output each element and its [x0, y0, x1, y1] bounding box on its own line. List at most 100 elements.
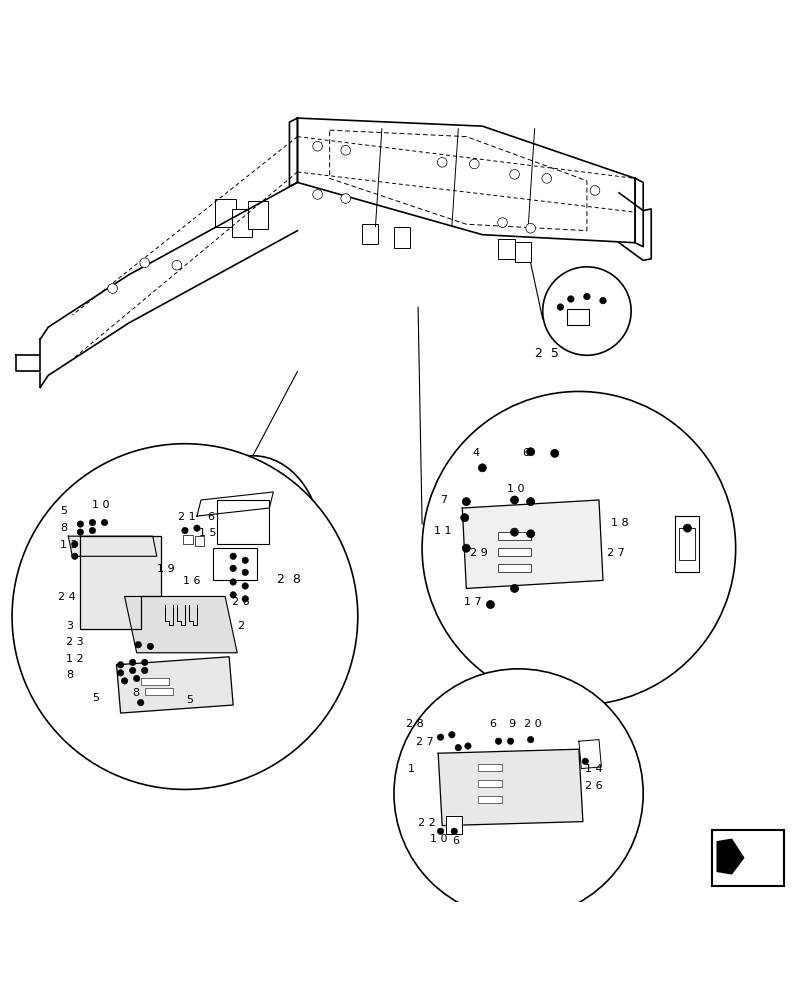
Circle shape	[422, 391, 735, 705]
Text: 2 6: 2 6	[585, 781, 602, 791]
Text: 2 3: 2 3	[66, 637, 84, 647]
Text: 6: 6	[452, 836, 459, 846]
Circle shape	[526, 448, 534, 456]
Bar	[478, 764, 502, 771]
Circle shape	[507, 738, 513, 744]
Bar	[498, 564, 530, 572]
Circle shape	[454, 744, 461, 751]
Bar	[213, 548, 257, 580]
Circle shape	[101, 519, 108, 526]
Circle shape	[137, 699, 144, 706]
Bar	[145, 688, 173, 695]
Bar	[478, 780, 502, 787]
Circle shape	[340, 145, 350, 155]
Circle shape	[462, 544, 470, 552]
Text: 2 8: 2 8	[406, 719, 423, 729]
Text: 4: 4	[472, 448, 479, 458]
Text: 2 6: 2 6	[231, 597, 249, 607]
Circle shape	[510, 584, 518, 592]
Circle shape	[542, 267, 630, 355]
Circle shape	[121, 678, 128, 684]
Text: 7: 7	[440, 495, 447, 505]
Circle shape	[478, 464, 486, 472]
Text: 1 8: 1 8	[610, 518, 628, 528]
Bar	[498, 548, 530, 556]
Bar	[478, 796, 502, 803]
Text: 6: 6	[488, 719, 495, 729]
Circle shape	[141, 667, 148, 674]
Text: 5: 5	[92, 693, 100, 703]
Bar	[141, 678, 169, 685]
Circle shape	[133, 675, 140, 682]
Text: 2 1: 2 1	[178, 512, 196, 522]
Circle shape	[242, 583, 248, 589]
Circle shape	[230, 553, 236, 559]
Polygon shape	[68, 536, 157, 556]
Text: 2  5: 2 5	[534, 347, 558, 360]
Text: 6: 6	[522, 448, 529, 458]
Polygon shape	[462, 500, 602, 588]
Text: 1: 1	[407, 764, 414, 774]
Text: 1 5: 1 5	[199, 528, 217, 538]
Circle shape	[312, 141, 322, 151]
Text: 5: 5	[60, 506, 67, 516]
Circle shape	[89, 527, 96, 534]
Text: 8: 8	[132, 688, 140, 698]
Text: 1 0: 1 0	[430, 834, 447, 844]
Text: 2 7: 2 7	[606, 548, 624, 558]
Bar	[711, 830, 783, 886]
Circle shape	[509, 170, 519, 179]
Circle shape	[77, 529, 84, 535]
Circle shape	[242, 557, 248, 564]
Circle shape	[230, 592, 236, 598]
Bar	[217, 500, 269, 544]
Circle shape	[583, 293, 589, 300]
Circle shape	[556, 304, 563, 310]
Circle shape	[450, 828, 457, 834]
Circle shape	[135, 642, 141, 648]
Circle shape	[462, 498, 470, 506]
Bar	[679, 528, 695, 560]
Circle shape	[448, 732, 454, 738]
Circle shape	[541, 174, 551, 183]
Circle shape	[393, 669, 642, 918]
Circle shape	[437, 157, 446, 167]
Circle shape	[510, 496, 518, 504]
Text: 2 4: 2 4	[58, 592, 75, 602]
Circle shape	[497, 218, 507, 227]
Bar	[194, 536, 204, 546]
Circle shape	[527, 736, 533, 743]
Text: 1 2: 1 2	[66, 654, 84, 664]
Circle shape	[71, 553, 78, 559]
Polygon shape	[446, 816, 462, 834]
Text: 1 3: 1 3	[60, 540, 78, 550]
Circle shape	[71, 541, 78, 547]
Text: 1 4: 1 4	[585, 764, 602, 774]
Text: 2 9: 2 9	[470, 548, 487, 558]
Polygon shape	[80, 536, 161, 629]
Circle shape	[12, 444, 357, 789]
Circle shape	[589, 186, 599, 195]
Bar	[183, 535, 193, 544]
Text: 2: 2	[237, 621, 244, 631]
Circle shape	[464, 743, 471, 749]
Circle shape	[495, 738, 501, 744]
Text: 8: 8	[60, 523, 67, 533]
Circle shape	[230, 565, 236, 572]
Circle shape	[683, 524, 691, 532]
Bar	[393, 227, 410, 248]
Circle shape	[525, 223, 535, 233]
Bar	[215, 199, 235, 227]
Polygon shape	[16, 355, 40, 371]
Text: 1 7: 1 7	[463, 597, 481, 607]
Circle shape	[567, 296, 573, 302]
Circle shape	[550, 449, 558, 457]
Circle shape	[230, 579, 236, 585]
Circle shape	[510, 528, 518, 536]
Circle shape	[581, 758, 588, 765]
Bar	[498, 239, 514, 259]
Circle shape	[486, 600, 494, 609]
Text: 5: 5	[186, 695, 194, 705]
Circle shape	[312, 190, 322, 199]
Text: 2 0: 2 0	[524, 719, 541, 729]
